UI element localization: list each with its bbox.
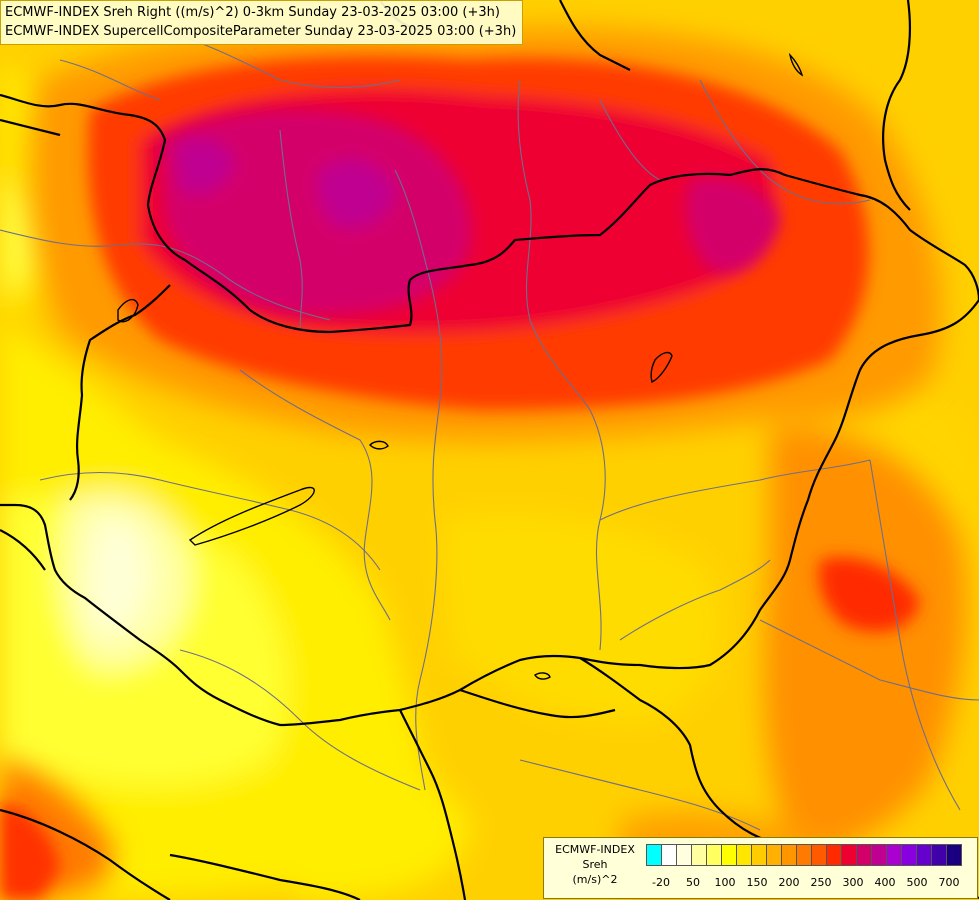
legend-swatch bbox=[736, 844, 752, 866]
legend-unit: (m/s)^2 bbox=[572, 873, 618, 886]
legend-swatch bbox=[946, 844, 962, 866]
legend-swatch bbox=[751, 844, 767, 866]
legend-swatch bbox=[676, 844, 692, 866]
legend-swatch bbox=[856, 844, 872, 866]
legend-swatch bbox=[661, 844, 677, 866]
map-title-line-1: ECMWF-INDEX Sreh Right ((m/s)^2) 0-3km S… bbox=[5, 5, 500, 20]
legend-tick-label: 700 bbox=[938, 876, 960, 889]
legend-swatch bbox=[841, 844, 857, 866]
legend-swatch bbox=[826, 844, 842, 866]
legend-tick-label: 250 bbox=[810, 876, 832, 889]
legend-swatch bbox=[886, 844, 902, 866]
legend: ECMWF-INDEX Sreh (m/s)^2 -20 50 100 150 200 2… bbox=[543, 837, 978, 899]
legend-tick-label: 400 bbox=[874, 876, 896, 889]
legend-tick-labels: -20 50 100 150 200 250 300 400 500 700 bbox=[646, 876, 976, 890]
field-peak-values bbox=[160, 109, 780, 316]
legend-color-bar bbox=[646, 844, 962, 866]
legend-swatch bbox=[811, 844, 827, 866]
legend-swatch bbox=[646, 844, 662, 866]
legend-swatch bbox=[781, 844, 797, 866]
legend-tick-label: 500 bbox=[906, 876, 928, 889]
legend-tick-label: 150 bbox=[746, 876, 768, 889]
legend-variable: Sreh bbox=[582, 858, 608, 871]
legend-swatch bbox=[796, 844, 812, 866]
legend-tick-label: 200 bbox=[778, 876, 800, 889]
legend-name: ECMWF-INDEX Sreh (m/s)^2 bbox=[548, 842, 642, 887]
map-title-box: ECMWF-INDEX Sreh Right ((m/s)^2) 0-3km S… bbox=[0, 0, 524, 45]
legend-source: ECMWF-INDEX bbox=[555, 843, 635, 856]
legend-tick-label: 100 bbox=[714, 876, 736, 889]
legend-swatch bbox=[766, 844, 782, 866]
lakes bbox=[117, 52, 804, 680]
map-title-line-2: ECMWF-INDEX SupercellCompositeParameter … bbox=[5, 24, 517, 39]
legend-swatch bbox=[721, 844, 737, 866]
legend-swatch bbox=[706, 844, 722, 866]
legend-tick-label: 300 bbox=[842, 876, 864, 889]
legend-swatch bbox=[931, 844, 947, 866]
legend-tick-label: -20 bbox=[652, 876, 670, 889]
legend-swatch bbox=[871, 844, 887, 866]
legend-swatch bbox=[901, 844, 917, 866]
legend-swatch bbox=[691, 844, 707, 866]
legend-swatch bbox=[916, 844, 932, 866]
legend-tick-label: 50 bbox=[686, 876, 700, 889]
